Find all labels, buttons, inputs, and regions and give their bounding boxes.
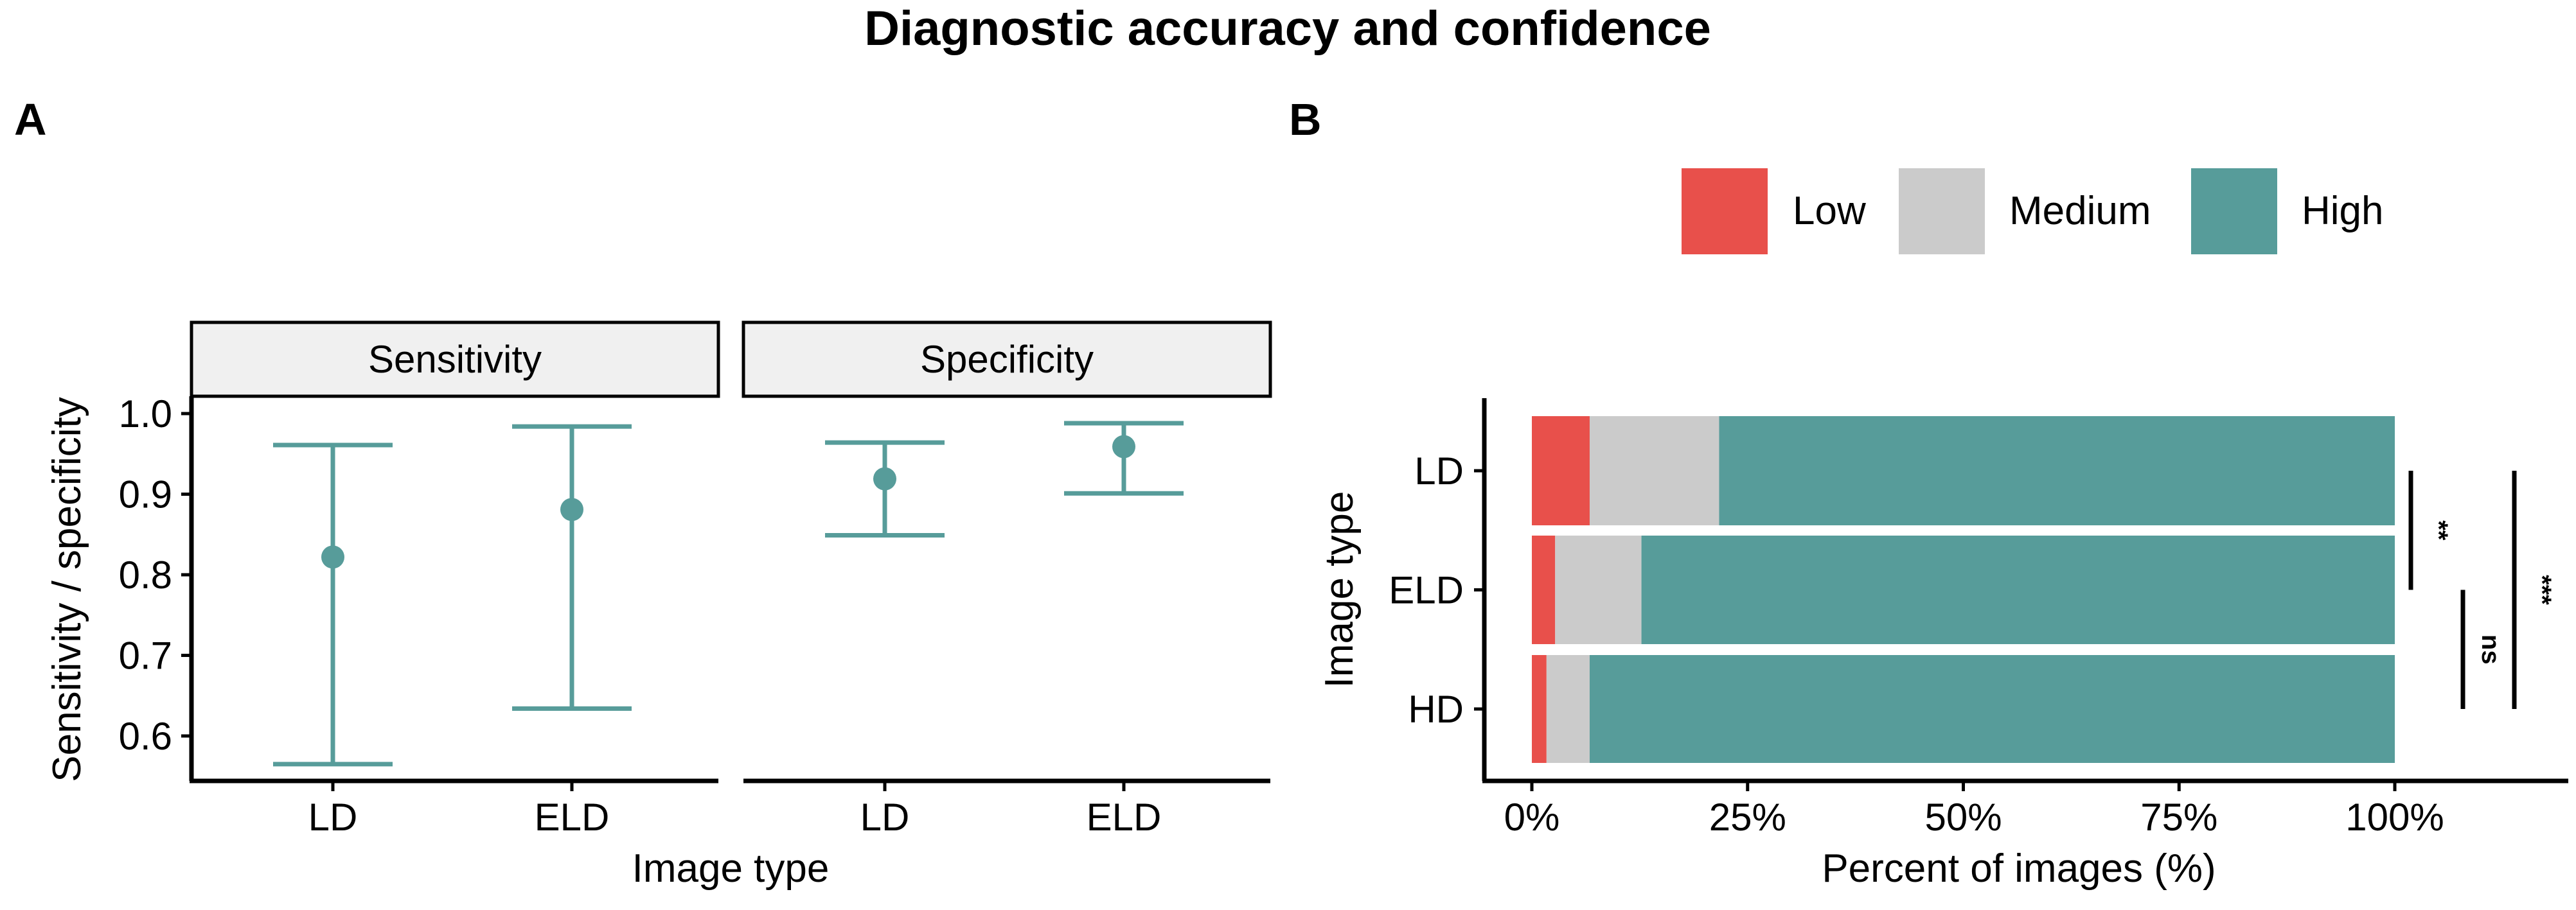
panel-b-significance: ** ns *** xyxy=(2408,471,2556,709)
facet-strip-sensitivity-label: Sensitivity xyxy=(368,338,542,381)
bar-hd-high xyxy=(1589,655,2395,763)
legend-label-high: High xyxy=(2302,189,2384,233)
legend-label-medium: Medium xyxy=(2009,189,2151,233)
bar-eld-low xyxy=(1532,536,1556,644)
bar-ld-medium xyxy=(1589,416,1719,525)
figure-title: Diagnostic accuracy and confidence xyxy=(864,1,1711,56)
panel-a-x-tick-label: LD xyxy=(860,796,910,839)
bar-eld-medium xyxy=(1555,536,1642,644)
point-sensitivity-ld xyxy=(321,545,344,569)
legend-key-high xyxy=(2191,168,2277,254)
panel-a-marks xyxy=(273,421,1184,767)
panel-a-y-tick-label: 0.9 xyxy=(119,473,172,516)
panel-b-x-ticks: 0% 25% 50% 75% 100% xyxy=(1504,781,2444,839)
panel-b-y-ticks: LD ELD HD xyxy=(1389,450,1484,731)
bar-hd-low xyxy=(1532,655,1547,763)
panel-b-legend: Low Medium High xyxy=(1682,168,2384,254)
facet-strip-specificity-label: Specificity xyxy=(920,338,1094,381)
panel-a-x-ticks: LD ELD LD ELD xyxy=(308,781,1162,839)
panel-b-y-tick-label: ELD xyxy=(1389,569,1464,612)
facet-strip-sensitivity xyxy=(190,320,720,398)
point-specificity-eld xyxy=(1112,435,1135,459)
panel-a-y-tick-label: 0.8 xyxy=(119,554,172,597)
panel-b-x-tick-label: 100% xyxy=(2345,796,2444,839)
panel-a-y-tick-label: 1.0 xyxy=(119,392,172,435)
legend-label-low: Low xyxy=(1793,189,1866,233)
panel-b-x-tick-label: 25% xyxy=(1709,796,1786,839)
panel-b-x-tick-label: 75% xyxy=(2140,796,2217,839)
panel-b-x-tick-label: 50% xyxy=(1924,796,2002,839)
panel-b-bars xyxy=(1532,416,2395,763)
panel-a-y-ticks: 0.6 0.7 0.8 0.9 1.0 xyxy=(119,392,191,758)
legend-key-low xyxy=(1682,168,1768,254)
bar-ld-high xyxy=(1719,416,2395,525)
significance-label: ns xyxy=(2476,634,2505,665)
panel-b-y-tick-label: LD xyxy=(1414,450,1464,493)
panel-a-y-tick-label: 0.6 xyxy=(119,715,172,758)
bar-eld-high xyxy=(1641,536,2395,644)
panel-a-x-tick-label: ELD xyxy=(1087,796,1162,839)
panel-a: A Sensitivity Specificity 0.6 0.7 0.8 0.9 1.… xyxy=(14,94,1272,891)
panel-b-x-axis-title: Percent of images (%) xyxy=(1822,846,2216,891)
panel-a-y-axis-title: Sensitivity / specificity xyxy=(45,397,89,782)
panel-b-label: B xyxy=(1289,94,1322,144)
point-sensitivity-eld xyxy=(560,498,583,521)
significance-label: *** xyxy=(2528,575,2556,605)
panel-a-x-tick-label: ELD xyxy=(535,796,610,839)
legend-key-medium xyxy=(1899,168,1985,254)
panel-a-y-tick-label: 0.7 xyxy=(119,634,172,678)
panel-b-x-tick-label: 0% xyxy=(1504,796,1560,839)
significance-label: ** xyxy=(2424,520,2453,541)
panel-b-y-tick-label: HD xyxy=(1408,688,1464,731)
panel-b-y-axis-title: Image type xyxy=(1317,491,1362,688)
panel-a-label: A xyxy=(14,94,47,144)
facet-strip-specificity xyxy=(742,320,1272,398)
panel-a-x-axis-title: Image type xyxy=(632,846,830,891)
bar-hd-medium xyxy=(1546,655,1590,763)
bar-ld-low xyxy=(1532,416,1590,525)
point-specificity-ld xyxy=(873,467,896,491)
panel-a-x-tick-label: LD xyxy=(308,796,358,839)
